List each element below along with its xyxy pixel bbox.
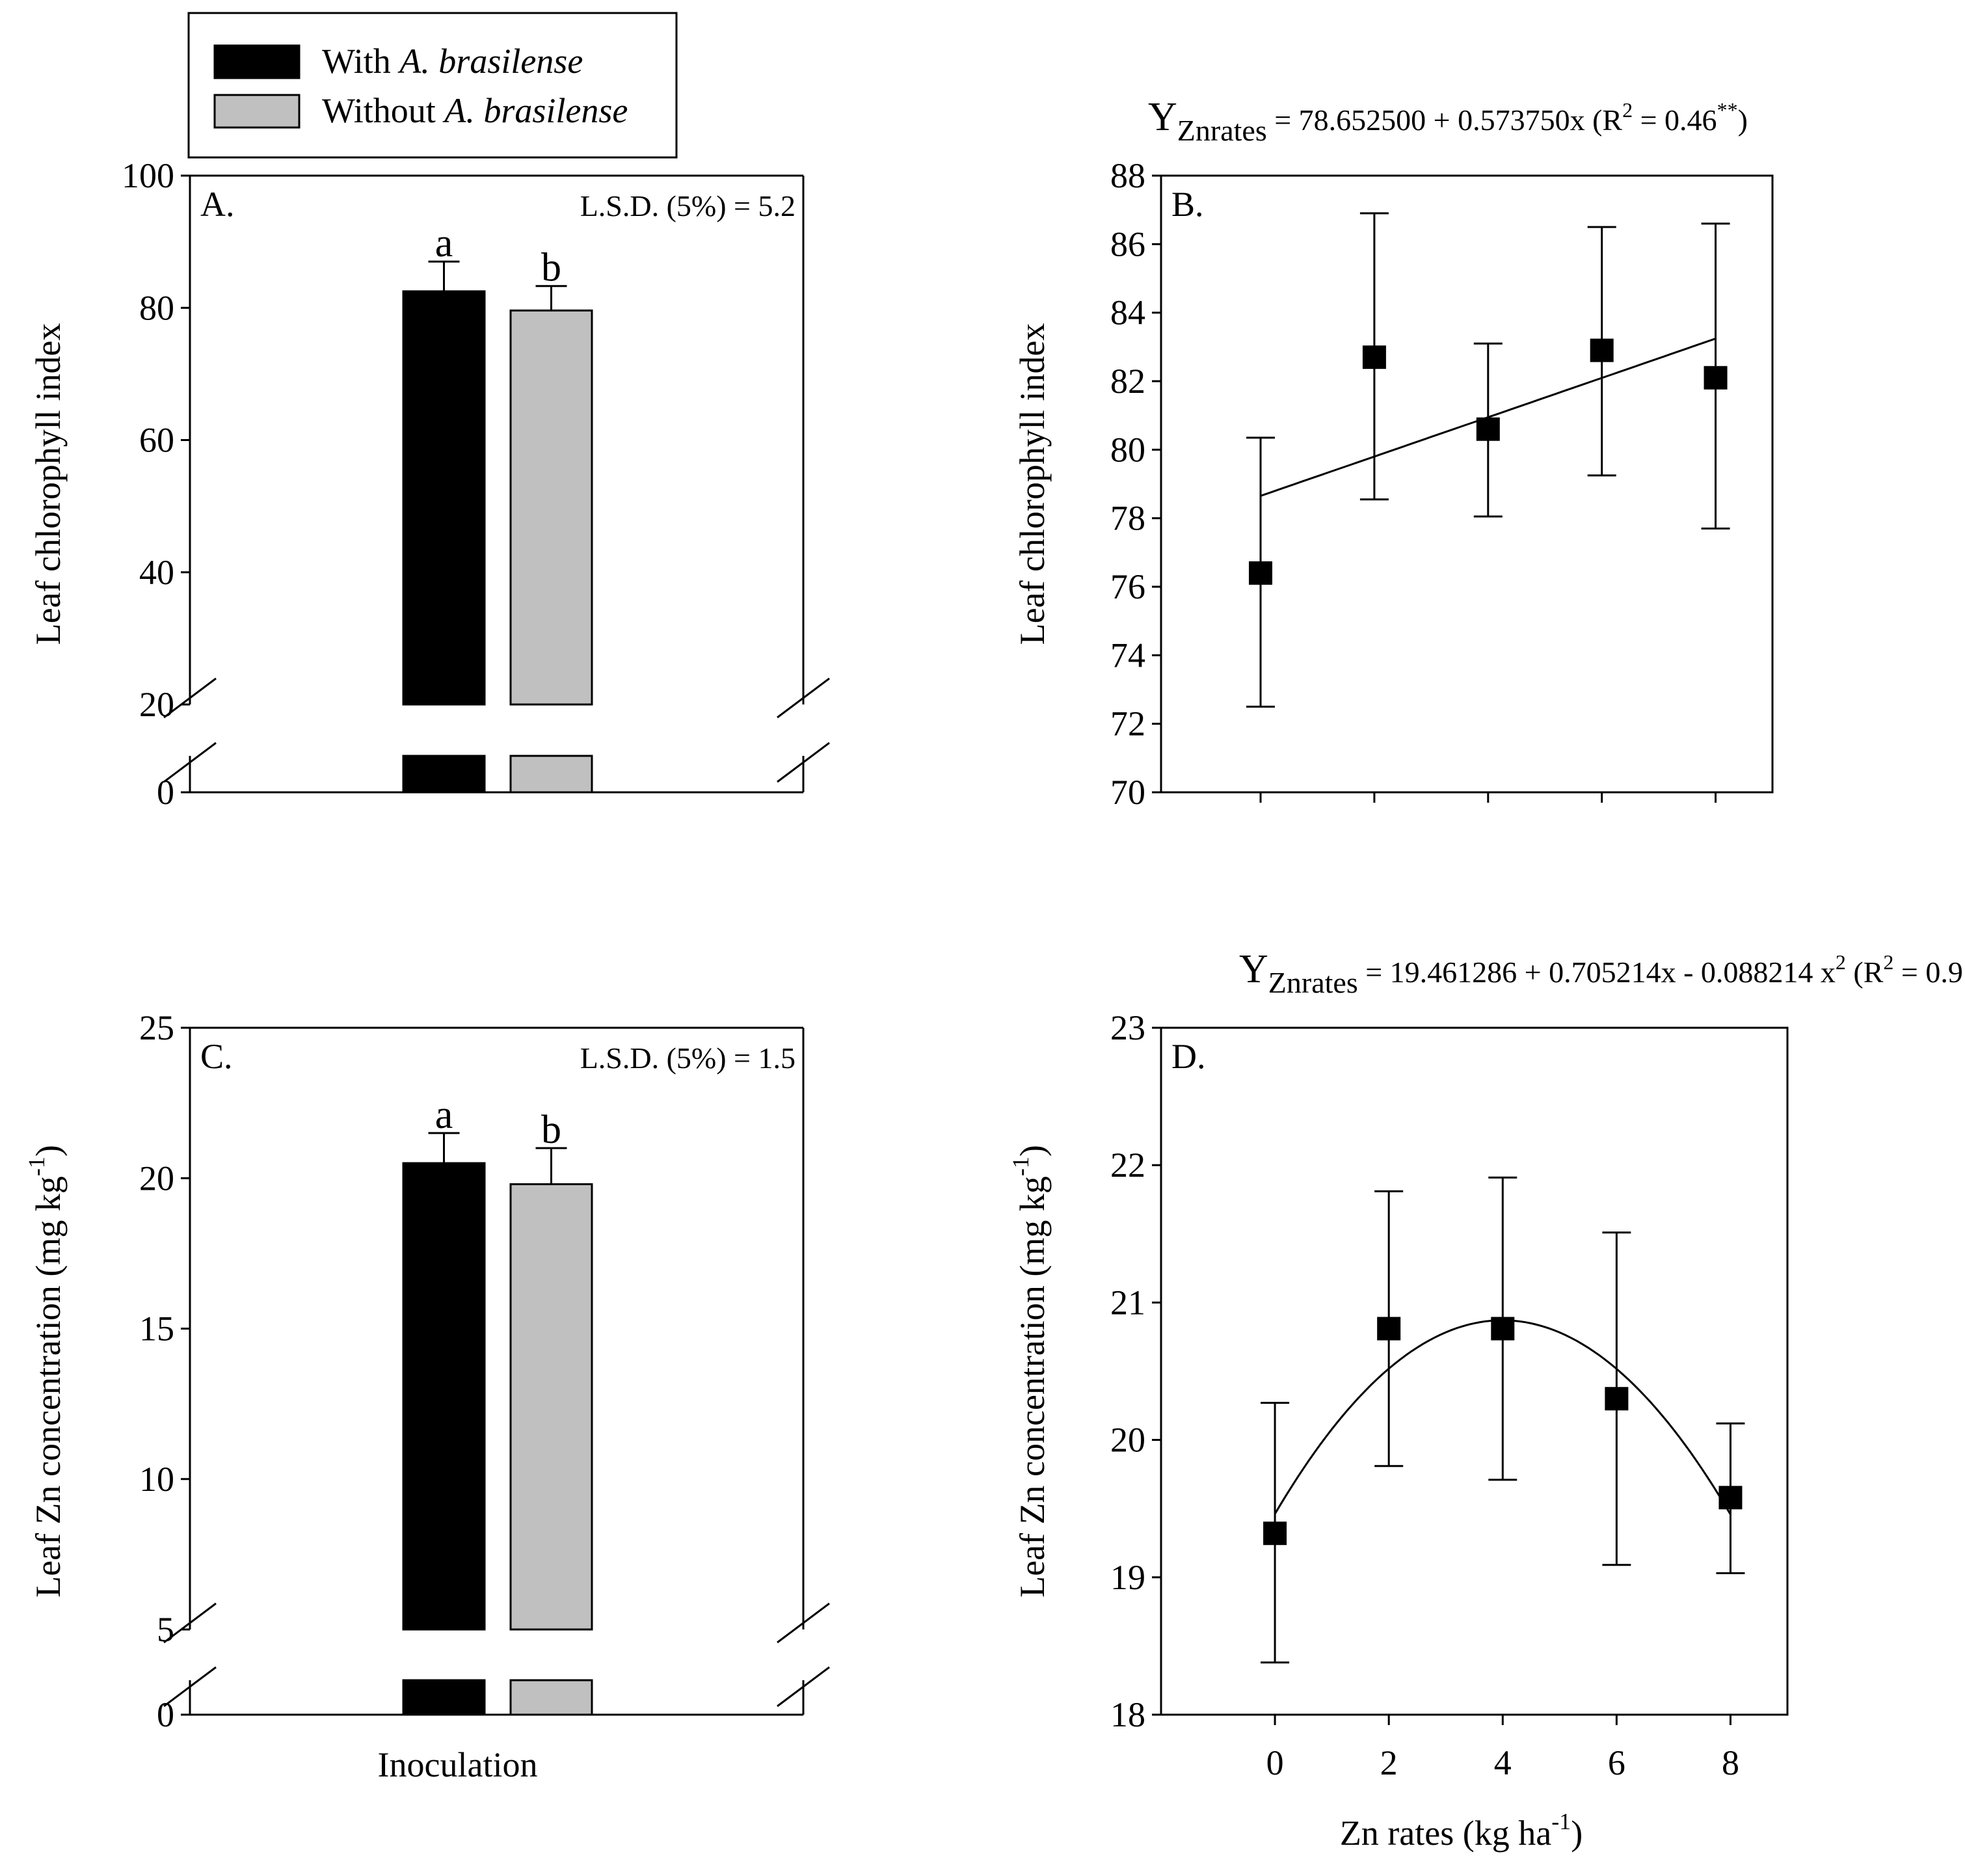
panel-d-y-tick-label: 21: [1110, 1283, 1145, 1322]
panel-c-y-axis-title: Leaf Zn concentration (mg kg-1): [23, 1145, 68, 1598]
panel-c-bar-without-letter: b: [541, 1108, 561, 1152]
panel-c-bar-with: [402, 1162, 486, 1631]
panel-a-y-tick-label: 20: [139, 685, 174, 724]
panel-c-label: C.: [200, 1037, 233, 1076]
panel-d-frame: [1160, 1026, 1789, 1716]
panel-c: 0 5 10 15 20 25 a b C. L.S.D. (5%) = 1.5 Leaf Zn c…: [23, 1008, 830, 1784]
panel-d-x-tick-label: 0: [1266, 1743, 1284, 1782]
panel-c-break-mark-upper-0: [163, 1602, 217, 1644]
panel-d-data-point: [1718, 1486, 1743, 1510]
panel-c-bar-with-lower: [402, 1679, 486, 1716]
panel-b-y-tick-label: 78: [1110, 499, 1145, 538]
panel-c-y-tick-label: 20: [139, 1159, 174, 1198]
legend-label-with: With A. brasilense: [322, 42, 583, 81]
panel-a-y-tick-label: 0: [157, 773, 174, 812]
panel-a-bar-without-letter: b: [541, 246, 561, 290]
panel-a-bar-without-lower: [509, 755, 593, 794]
panel-c-y-tick-label: 0: [157, 1695, 174, 1734]
panel-a-bar-without: [509, 309, 593, 706]
panel-c-bar-without-lower: [509, 1679, 593, 1716]
panel-d-data-point: [1377, 1317, 1401, 1341]
panel-b-y-tick-label: 84: [1110, 293, 1145, 332]
panel-a-break-mark-lower-0: [163, 742, 217, 783]
legend-swatch-with: [213, 44, 301, 79]
panel-d-x-tick-label: 2: [1380, 1743, 1398, 1782]
panel-a-break-mark-upper-1: [777, 677, 830, 719]
panel-a-y-tick-label: 60: [139, 421, 174, 460]
panel-d-y-tick-label: 19: [1110, 1558, 1145, 1597]
panel-b-frame: [1160, 174, 1774, 794]
panel-b-y-tick-label: 82: [1110, 362, 1145, 401]
panel-a-y-tick-label: 100: [122, 156, 174, 195]
panel-d-y-axis-title: Leaf Zn concentration (mg kg-1): [1008, 1145, 1052, 1598]
panel-c-bar-without: [509, 1183, 593, 1631]
panel-b: 70 72 74 76 78 80 82 84 86 88 B. YZnrates = 78.6525…: [1013, 95, 1774, 812]
legend-label-without: Without A. brasilense: [322, 91, 628, 130]
panel-d-label: D.: [1171, 1037, 1206, 1076]
panel-b-data-point: [1704, 366, 1728, 390]
legend-box: [187, 12, 678, 159]
panel-a-y-tick-label: 40: [139, 553, 174, 592]
panel-c-lsd-annotation: L.S.D. (5%) = 1.5: [580, 1041, 795, 1075]
panel-a-break-mark-lower-1: [777, 742, 830, 783]
panel-c-y-tick-label: 10: [139, 1460, 174, 1499]
panel-c-y-tick-label: 25: [139, 1008, 174, 1047]
panel-b-y-axis-title: Leaf chlorophyll index: [1013, 323, 1052, 645]
panel-d-data-point: [1491, 1317, 1515, 1341]
panel-b-label: B.: [1171, 185, 1204, 224]
panel-c-y-tick-label: 15: [139, 1309, 174, 1348]
panel-c-x-axis-title: Inoculation: [378, 1745, 538, 1784]
panel-b-y-tick-label: 88: [1110, 156, 1145, 195]
panel-b-y-tick-label: 86: [1110, 224, 1145, 263]
panel-b-regression-equation: YZnrates = 78.652500 + 0.573750x (R2 = 0…: [1148, 95, 1748, 147]
panel-a: 0 20 40 60 80 100 a b A. L.S.D. (5%) = 5.2 Leaf ch…: [29, 156, 830, 812]
panel-d-x-tick-label: 4: [1494, 1743, 1512, 1782]
panel-b-y-tick-label: 80: [1110, 430, 1145, 469]
panel-b-data-point: [1590, 338, 1614, 362]
panel-d-data-point: [1605, 1387, 1629, 1411]
panel-b-y-tick-label: 72: [1110, 704, 1145, 744]
panel-a-bar-with-lower: [402, 755, 486, 794]
panel-b-y-tick-label: 76: [1110, 567, 1145, 606]
panel-d-y-tick-label: 23: [1110, 1008, 1145, 1047]
panel-b-y-tick-label: 74: [1110, 636, 1145, 675]
panel-a-bar-with: [402, 290, 486, 706]
panel-d-data-point: [1263, 1521, 1287, 1546]
panel-b-data-point: [1362, 345, 1386, 369]
panel-d-x-axis-title: Zn rates (kg ha-1): [1340, 1808, 1583, 1853]
panel-b-data-point: [1249, 561, 1273, 585]
legend-swatch-without: [213, 94, 301, 129]
panel-c-bar-with-letter: a: [435, 1093, 453, 1137]
panel-c-y-tick-label: 5: [157, 1610, 174, 1649]
panel-a-y-tick-label: 80: [139, 288, 174, 327]
panel-a-y-axis-title: Leaf chlorophyll index: [29, 323, 68, 645]
panel-d-y-tick-label: 18: [1110, 1695, 1145, 1734]
panel-a-break-mark-upper-0: [163, 677, 217, 719]
panel-d: 18 19 20 21 22 23 0 2 4 6 8 D. YZnrates = 19.461286 …: [1008, 947, 1965, 1853]
panel-a-lsd-annotation: L.S.D. (5%) = 5.2: [580, 189, 795, 222]
panel-d-regression-equation: YZnrates = 19.461286 + 0.705214x - 0.088…: [1239, 947, 1965, 999]
panel-a-label: A.: [200, 185, 235, 224]
panel-a-bar-with-letter: a: [435, 221, 453, 265]
panel-d-x-tick-label: 8: [1722, 1743, 1739, 1782]
panel-c-break-mark-lower-1: [777, 1666, 830, 1708]
panel-d-y-tick-label: 22: [1110, 1146, 1145, 1185]
panel-b-data-point: [1476, 417, 1500, 441]
panel-c-break-mark-lower-0: [163, 1666, 217, 1708]
panel-d-x-tick-label: 6: [1608, 1743, 1625, 1782]
panel-d-y-tick-label: 20: [1110, 1421, 1145, 1460]
panel-c-break-mark-upper-1: [777, 1602, 830, 1644]
panel-b-y-tick-label: 70: [1110, 773, 1145, 812]
